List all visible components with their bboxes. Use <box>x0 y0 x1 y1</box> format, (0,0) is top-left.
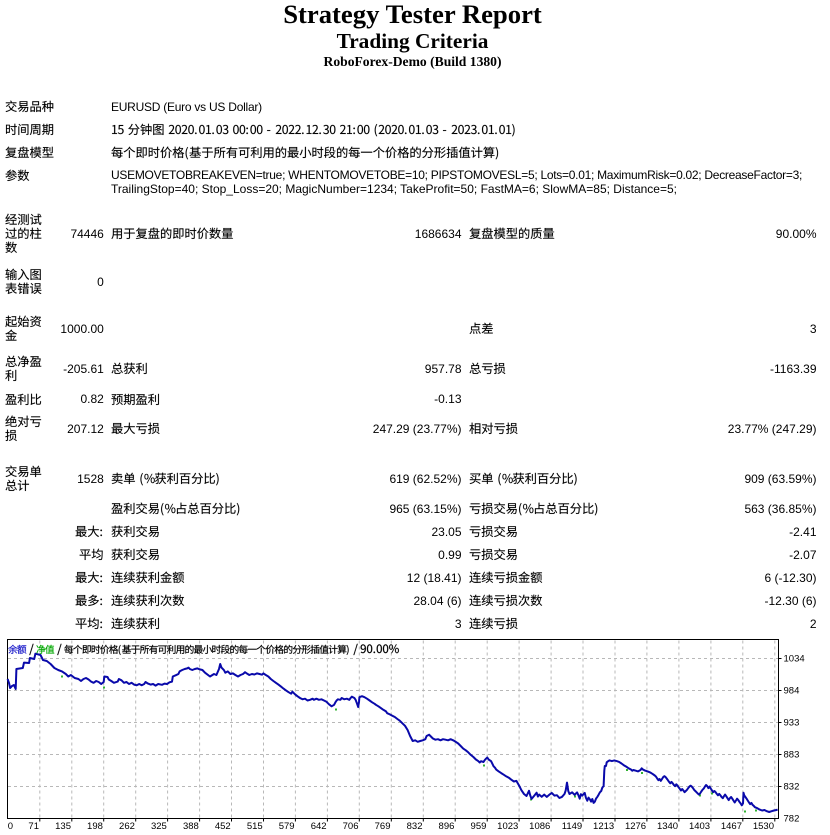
svg-text:0: 0 <box>8 821 13 832</box>
svg-text:388: 388 <box>183 821 199 832</box>
svg-text:1034: 1034 <box>784 654 805 665</box>
svg-text:896: 896 <box>439 821 455 832</box>
svg-text:832: 832 <box>407 821 423 832</box>
svg-text:1213: 1213 <box>593 821 614 832</box>
svg-text:135: 135 <box>55 821 71 832</box>
svg-text:1023: 1023 <box>497 821 518 832</box>
svg-text:1467: 1467 <box>721 821 742 832</box>
svg-text:1530: 1530 <box>753 821 774 832</box>
svg-text:262: 262 <box>119 821 135 832</box>
svg-text:883: 883 <box>784 750 800 761</box>
svg-text:1149: 1149 <box>562 821 582 832</box>
svg-text:769: 769 <box>375 821 391 832</box>
svg-text:832: 832 <box>784 782 800 793</box>
svg-text:579: 579 <box>279 821 295 832</box>
svg-text:959: 959 <box>471 821 487 832</box>
svg-text:71: 71 <box>28 821 39 832</box>
svg-text:706: 706 <box>343 821 359 832</box>
svg-text:452: 452 <box>215 821 231 832</box>
svg-text:1086: 1086 <box>529 821 550 832</box>
svg-text:782: 782 <box>784 814 800 825</box>
svg-text:642: 642 <box>311 821 327 832</box>
svg-text:1403: 1403 <box>689 821 710 832</box>
svg-text:1340: 1340 <box>657 821 678 832</box>
svg-text:984: 984 <box>784 686 800 697</box>
svg-text:515: 515 <box>247 821 263 832</box>
svg-text:325: 325 <box>151 821 167 832</box>
svg-text:933: 933 <box>784 718 800 729</box>
svg-text:1276: 1276 <box>625 821 646 832</box>
svg-text:198: 198 <box>87 821 103 832</box>
